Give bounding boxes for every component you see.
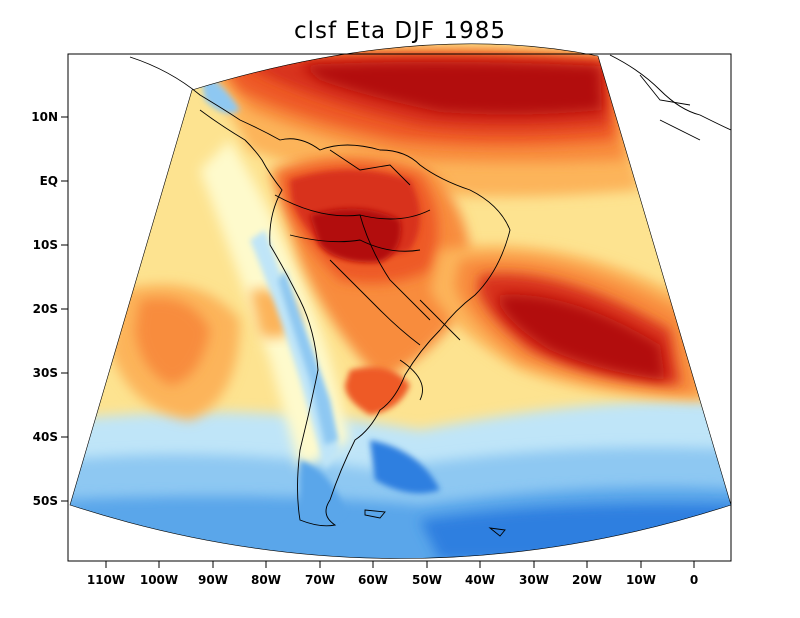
lat-label-40s: 40S: [33, 430, 58, 444]
lon-label-30w: 30W: [519, 573, 549, 587]
lon-label-20w: 20W: [572, 573, 602, 587]
lon-label-60w: 60W: [358, 573, 388, 587]
plot-frame: [67, 53, 732, 562]
lat-label-20s: 20S: [33, 302, 58, 316]
lat-label-10n: 10N: [31, 110, 58, 124]
lon-label-90w: 90W: [198, 573, 228, 587]
precipitation-field: [70, 43, 731, 559]
lat-axis: 10N EQ 10S 20S 30S 40S 50S: [31, 110, 68, 508]
lon-label-0: 0: [690, 573, 698, 587]
map-title: clsf Eta DJF 1985: [294, 18, 506, 44]
lon-label-100w: 100W: [140, 573, 178, 587]
lon-label-40w: 40W: [465, 573, 495, 587]
lon-label-80w: 80W: [251, 573, 281, 587]
lon-axis: 110W 100W 90W 80W 70W 60W 50W 40W 30W 20…: [87, 561, 698, 587]
lon-label-10w: 10W: [626, 573, 656, 587]
domain-outline: [69, 43, 732, 559]
coastlines: [129, 54, 732, 537]
lat-label-30s: 30S: [33, 366, 58, 380]
lon-label-50w: 50W: [412, 573, 442, 587]
lon-label-110w: 110W: [87, 573, 125, 587]
lat-label-50s: 50S: [33, 494, 58, 508]
lon-label-70w: 70W: [305, 573, 335, 587]
lat-label-10s: 10S: [33, 238, 58, 252]
lat-label-eq: EQ: [40, 174, 58, 188]
